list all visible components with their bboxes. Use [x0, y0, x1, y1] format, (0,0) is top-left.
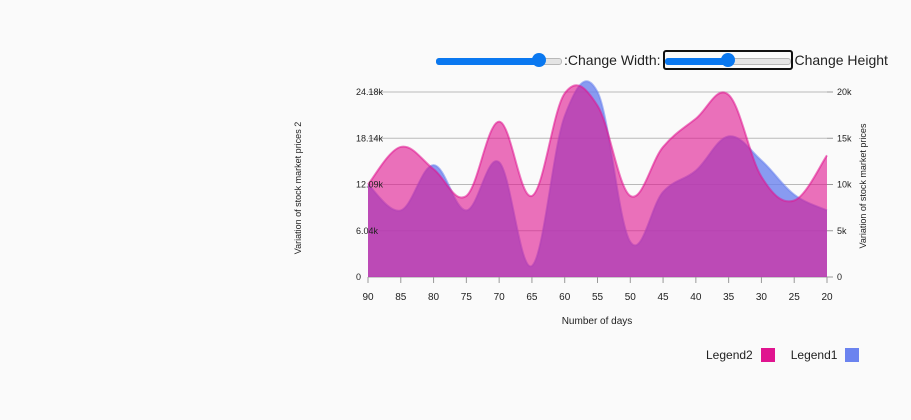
- x-tick-label: 30: [756, 292, 768, 303]
- right-tick-label: 5k: [837, 226, 847, 236]
- left-axis-title: Variation of stock market prices 2: [293, 122, 303, 254]
- x-tick-label: 85: [395, 292, 407, 303]
- legend1-area[interactable]: [368, 81, 827, 278]
- x-tick-label: 35: [723, 292, 735, 303]
- right-axis-title: Variation of stock market prices: [858, 123, 868, 248]
- change-height-label: Change Height: [794, 52, 888, 68]
- right-tick-label: 20k: [837, 87, 852, 97]
- x-tick-label: 65: [526, 292, 538, 303]
- change-width-slider[interactable]: [436, 50, 562, 70]
- right-tick-label: 15k: [837, 133, 852, 143]
- x-tick-label: 25: [789, 292, 801, 303]
- x-tick-label: 60: [559, 292, 571, 303]
- x-tick-label: 80: [428, 292, 440, 303]
- right-axis: 0 5k 10k 15k 20k: [827, 87, 852, 282]
- x-tick-label: 20: [821, 292, 833, 303]
- chart-areas: [367, 80, 828, 278]
- left-axis: 0 6.04k 12.09k 18.14k 24.18k: [356, 87, 384, 282]
- x-tick-label: 50: [625, 292, 637, 303]
- left-tick-label: 18.14k: [356, 133, 384, 143]
- left-tick-label: 24.18k: [356, 87, 384, 97]
- x-axis: 90 85 80 75 70 65 60 55 50 45 40 35 30 25 20: [362, 277, 833, 303]
- x-tick-label: 40: [690, 292, 702, 303]
- legend2-line: [367, 84, 828, 203]
- chart-size-controls: :Change Width: Change Height: [436, 48, 890, 72]
- x-tick-label: 75: [461, 292, 473, 303]
- legend-item-legend2[interactable]: Legend2: [706, 348, 775, 362]
- slider-thumb[interactable]: [720, 53, 735, 67]
- x-tick-label: 45: [658, 292, 670, 303]
- slider-thumb[interactable]: [532, 53, 547, 67]
- change-height-slider[interactable]: [662, 50, 793, 70]
- chart-legend: Legend2 Legend1: [690, 348, 860, 362]
- left-tick-label: 6.04k: [356, 226, 379, 236]
- grid-lines: [368, 91, 827, 278]
- legend-label: Legend1: [790, 348, 838, 362]
- legend-swatch: [760, 348, 775, 362]
- legend-item-legend1[interactable]: Legend1: [791, 348, 860, 362]
- right-tick-label: 10k: [837, 180, 852, 190]
- left-tick-label: 12.09k: [356, 180, 384, 190]
- change-width-label: :Change Width:: [564, 52, 661, 68]
- legend2-area[interactable]: [368, 85, 827, 277]
- legend1-line: [367, 80, 828, 267]
- left-tick-label: 0: [356, 272, 361, 282]
- legend-swatch: [845, 348, 860, 362]
- slider-fill: [436, 58, 540, 65]
- legend-label: Legend2: [706, 348, 753, 362]
- x-tick-label: 55: [592, 292, 604, 303]
- slider-fill: [664, 58, 728, 65]
- x-tick-label: 90: [362, 292, 374, 303]
- x-tick-label: 70: [494, 292, 506, 303]
- x-axis-title: Number of days: [562, 316, 633, 327]
- right-tick-label: 0: [837, 272, 842, 282]
